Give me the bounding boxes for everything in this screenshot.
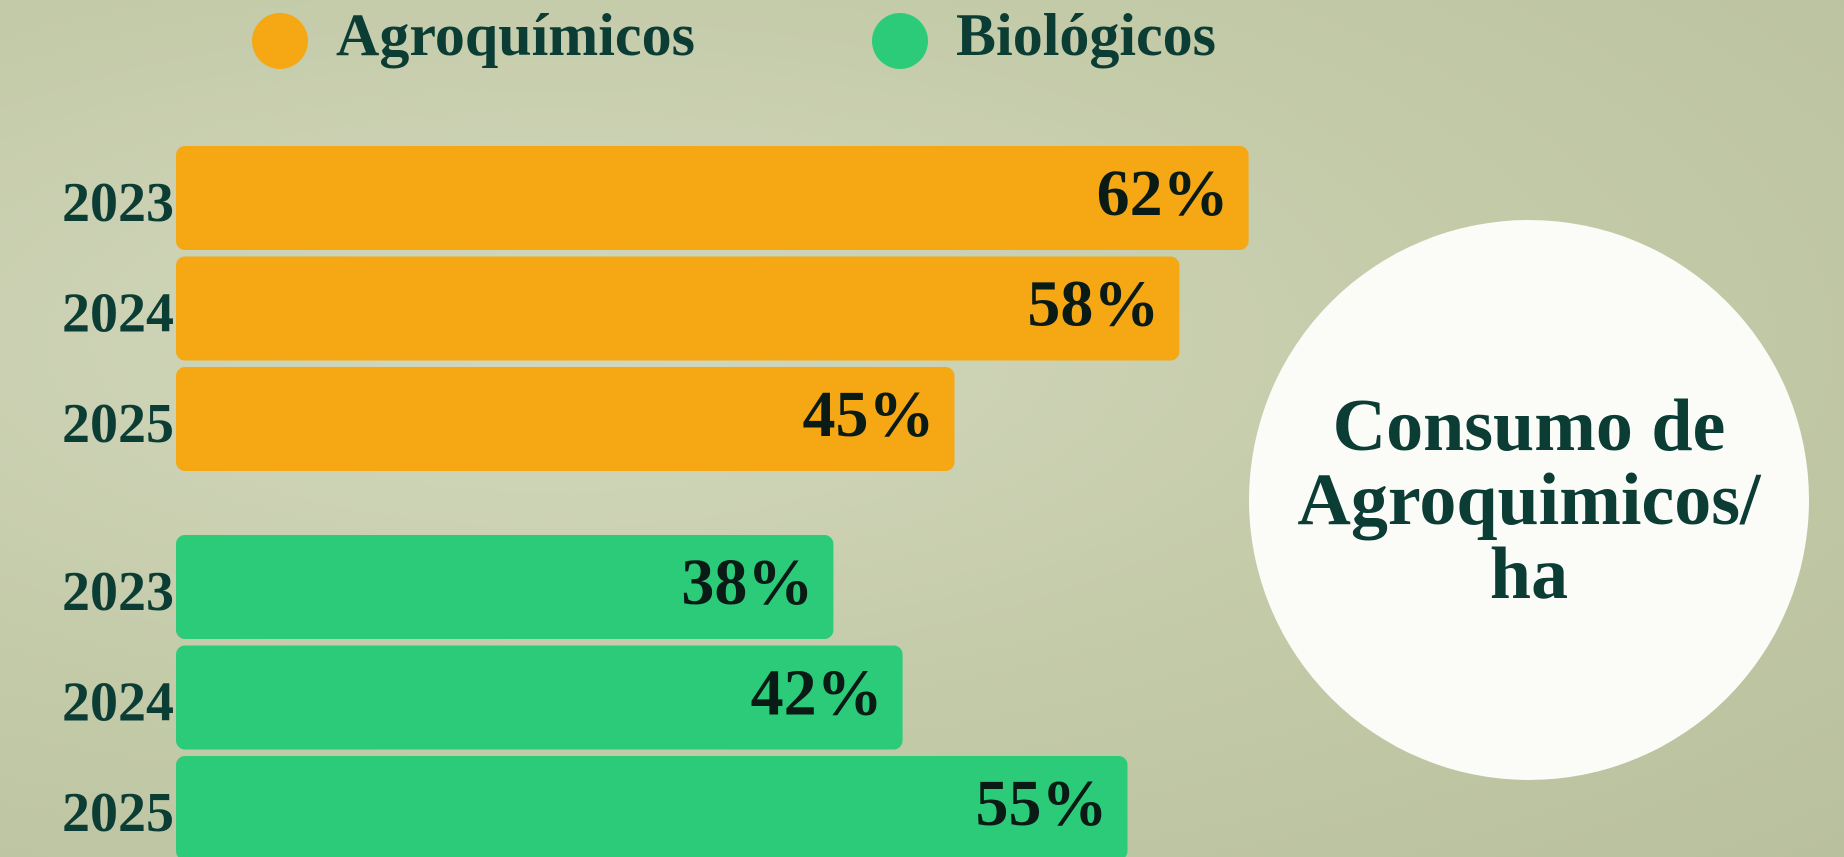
legend-label: Biológicos <box>956 2 1216 68</box>
value-label: 58% <box>1027 268 1159 341</box>
value-label: 42% <box>751 657 883 730</box>
y-tick-label: 2023 <box>62 561 174 623</box>
value-label: 45% <box>803 378 935 451</box>
y-tick-label: 2024 <box>62 671 174 733</box>
value-label: 62% <box>1097 157 1229 230</box>
y-tick-label: 2025 <box>62 393 174 455</box>
bar <box>176 256 1180 361</box>
bar <box>176 756 1128 857</box>
y-tick-label: 2023 <box>62 172 174 234</box>
y-tick-label: 2024 <box>62 282 174 344</box>
bar <box>176 146 1249 250</box>
bar <box>176 645 903 750</box>
chart-title: Consumo de Agroquimicos/ ha <box>1297 385 1761 615</box>
legend-label: Agroquímicos <box>336 2 695 68</box>
bar <box>176 367 955 471</box>
value-label: 38% <box>681 546 813 619</box>
bar <box>176 535 834 639</box>
legend-swatch <box>252 13 308 69</box>
value-label: 55% <box>976 767 1108 840</box>
legend-swatch <box>872 13 928 69</box>
y-tick-label: 2025 <box>62 782 174 844</box>
title-circle <box>1249 220 1809 780</box>
